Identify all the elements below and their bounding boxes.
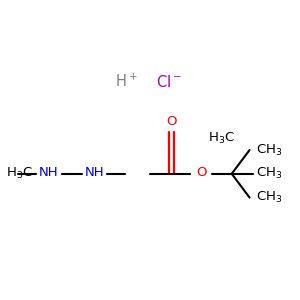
Text: H$_3$C: H$_3$C: [208, 130, 235, 146]
Text: CH$_3$: CH$_3$: [256, 190, 282, 205]
Text: Cl$^-$: Cl$^-$: [156, 74, 182, 90]
Text: NH: NH: [85, 166, 104, 179]
Text: O: O: [196, 166, 206, 179]
Text: H$^+$: H$^+$: [115, 73, 138, 90]
Text: H$_3$C: H$_3$C: [6, 166, 33, 181]
Text: NH: NH: [39, 166, 59, 179]
Text: CH$_3$: CH$_3$: [256, 166, 282, 181]
Text: O: O: [167, 115, 177, 128]
Text: CH$_3$: CH$_3$: [256, 142, 282, 158]
